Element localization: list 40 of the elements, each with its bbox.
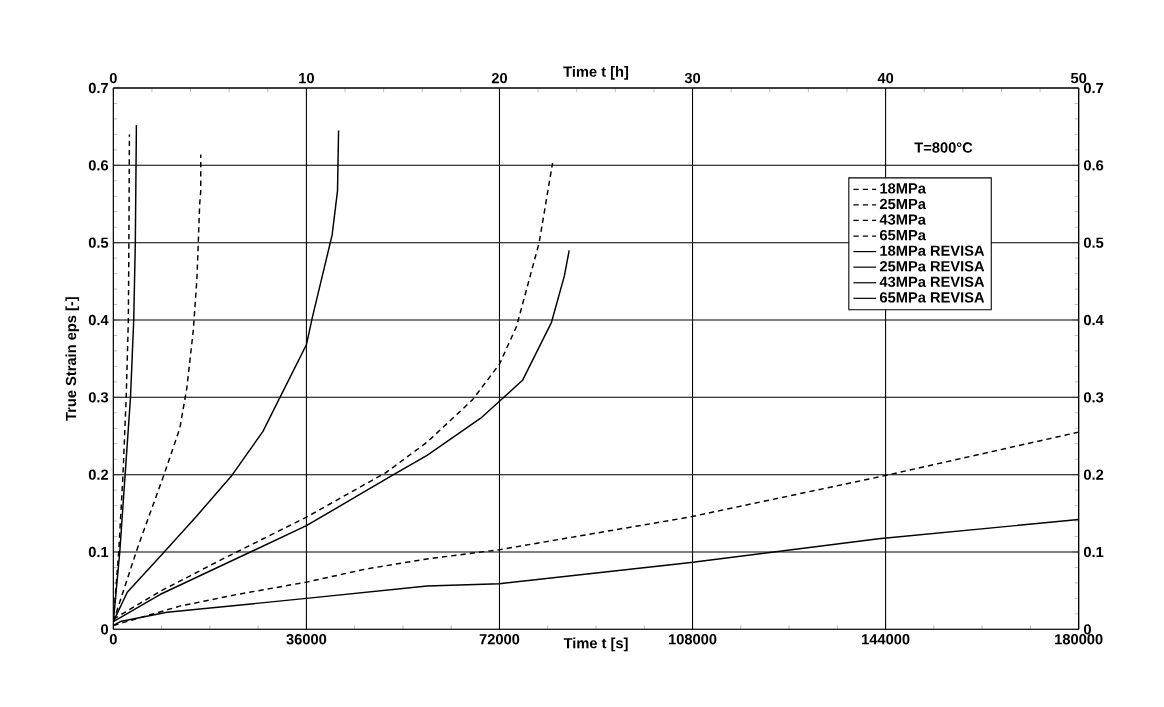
x-tick-label: 72000 [479, 634, 520, 645]
x-tick-label: 0 [109, 634, 117, 645]
y-tick-label: 0.4 [88, 314, 109, 326]
y2-tick-label: 0.4 [1083, 314, 1104, 326]
y-tick-label: 0.1 [88, 546, 109, 558]
legend-label: 65MPa REVISA [879, 292, 985, 303]
x-tick-label: 180000 [1055, 634, 1103, 645]
x2-tick-label: 10 [299, 73, 314, 84]
y2-tick-label: 0.2 [1083, 469, 1104, 481]
y2-tick-label: 0.5 [1083, 237, 1104, 249]
y-tick-label: 0 [101, 624, 109, 635]
x-tick-label: 108000 [668, 634, 717, 645]
y-tick-label: 0.5 [88, 237, 109, 249]
legend-label: 25MPa REVISA [879, 261, 985, 272]
legend-label: 18MPa [880, 183, 926, 194]
x2-tick-label: 40 [877, 73, 894, 84]
annotation: T=800°C [914, 142, 973, 153]
x2-tick-label: 50 [1070, 73, 1087, 84]
legend-label: 25MPa [879, 198, 926, 210]
legend-label: 18MPa REVISA [880, 245, 985, 257]
legend-label: 65MPa [879, 230, 926, 241]
y-tick-label: 0.6 [88, 160, 109, 171]
legend-label: 43MPa REVISA [879, 276, 985, 288]
x-axis-title: Time t [s] [563, 637, 628, 652]
y-tick-label: 0.2 [88, 469, 109, 481]
x2-tick-label: 0 [109, 73, 117, 84]
y-tick-label: 0.3 [88, 392, 109, 403]
y2-tick-label: 0.7 [1083, 83, 1104, 94]
x2-tick-label: 20 [491, 73, 508, 84]
x2-tick-label: 30 [684, 73, 701, 84]
x-tick-label: 36000 [286, 634, 327, 645]
y-tick-label: 0.7 [88, 83, 108, 94]
y2-tick-label: 0.3 [1083, 392, 1104, 403]
y2-tick-label: 0 [1083, 624, 1091, 635]
legend-label: 43MPa [879, 214, 926, 225]
x2-axis-title: Time t [h] [563, 66, 629, 80]
x-tick-label: 144000 [862, 634, 910, 645]
y-axis-title: True Strain eps [-] [65, 297, 80, 422]
y2-tick-label: 0.6 [1083, 160, 1104, 171]
y2-tick-label: 0.1 [1083, 546, 1104, 558]
